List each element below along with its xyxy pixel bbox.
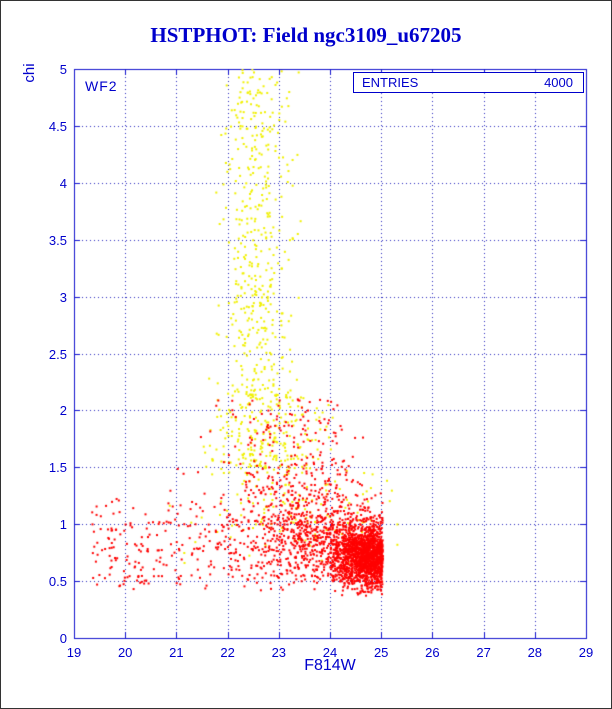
detector-label: WF2 [85,78,118,94]
x-tick-label: 27 [476,645,491,660]
x-tick-label: 22 [220,645,235,660]
y-tick-label: 1.5 [48,460,67,476]
y-tick-label: 1 [59,517,67,533]
stats-box: ENTRIES 4000 [353,72,584,93]
y-tick-label: 5 [59,62,67,77]
y-tick-label: 2.5 [48,346,67,362]
x-tick-label: 23 [271,645,287,660]
stats-entries-label: ENTRIES [362,75,419,90]
x-tick-label: 24 [322,645,338,660]
x-tick-label: 28 [527,645,543,660]
x-tick-label: 21 [169,645,184,660]
y-tick-label: 3 [59,289,67,305]
x-tick-label: 29 [578,645,594,660]
stats-entries-value: 4000 [544,75,573,90]
x-tick-label: 19 [66,645,82,660]
x-tick-label: 26 [425,645,440,660]
y-tick-label: 0.5 [48,574,67,590]
x-tick-label: 20 [117,645,133,660]
y-tick-label: 0 [59,631,67,646]
y-tick-label: 2 [59,403,67,419]
y-tick-label: 4.5 [48,118,67,134]
y-tick-label: 4 [59,175,67,191]
x-tick-label: 25 [373,645,389,660]
y-tick-label: 3.5 [48,232,67,248]
